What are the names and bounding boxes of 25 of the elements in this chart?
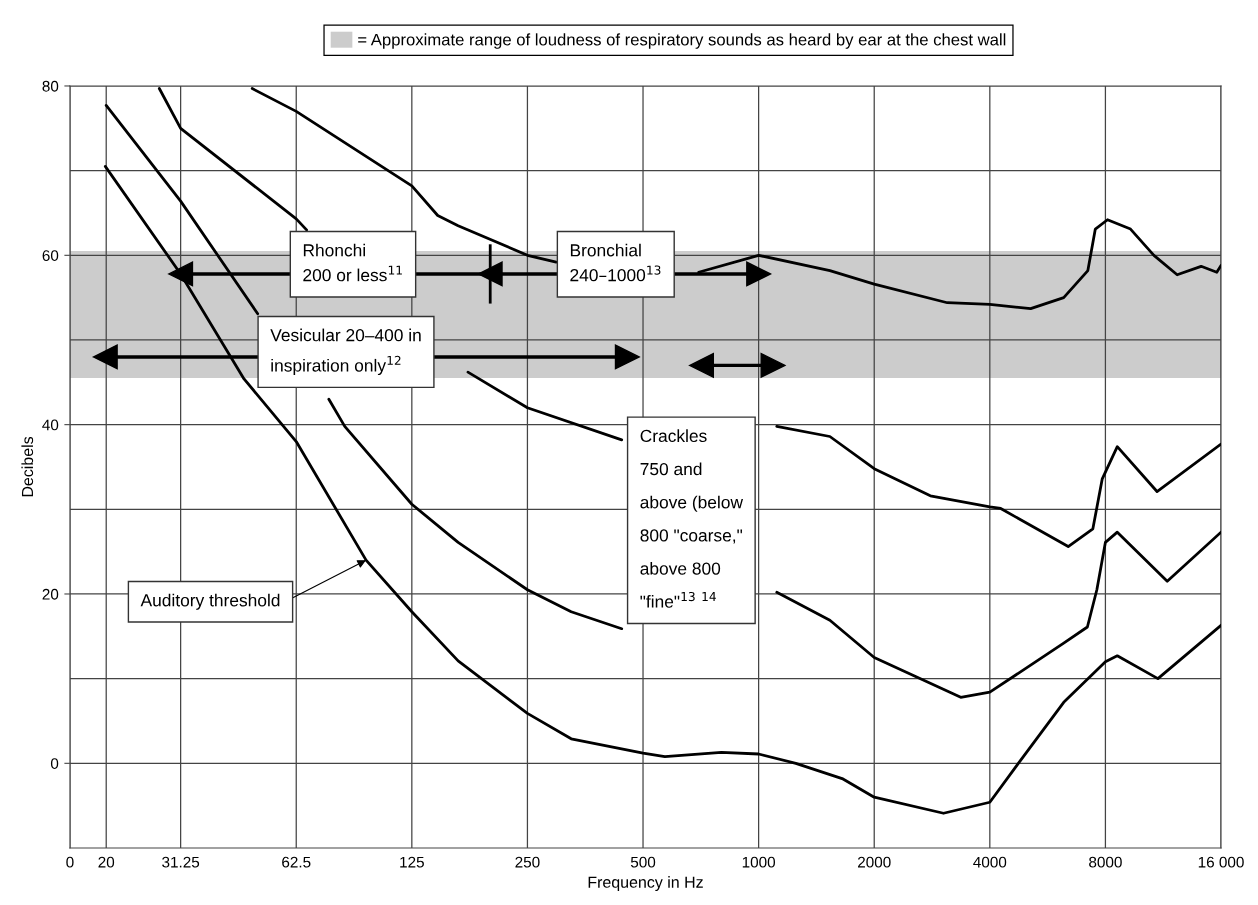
y-tick-label: 80 bbox=[42, 80, 59, 92]
x-axis-title: Frequency in Hz bbox=[588, 876, 703, 891]
y-tick-label: 40 bbox=[42, 419, 59, 431]
x-tick-label: 20 bbox=[98, 856, 115, 868]
x-tick-label: 250 bbox=[515, 856, 540, 868]
y-tick-label: 0 bbox=[50, 758, 59, 769]
annotation: Bronchial 240–1000$^{13}$ bbox=[570, 243, 661, 282]
x-tick-label: 1000 bbox=[742, 856, 776, 868]
x-tick-label: 8000 bbox=[1089, 856, 1122, 868]
y-tick-label: 20 bbox=[42, 588, 59, 600]
annotation: Auditory threshold bbox=[140, 593, 280, 610]
annotation: Vesicular 20–400 in inspiration only$^{12}$ bbox=[270, 328, 421, 376]
x-tick-label: 62.5 bbox=[282, 856, 311, 868]
y-axis-title: Decibels bbox=[21, 436, 34, 497]
y-tick-label: 60 bbox=[42, 250, 59, 261]
annotation: Crackles 750 and above (below 800 "coarse," above 800 "fine"$^{13 14}$ bbox=[640, 429, 744, 608]
x-tick-label: 125 bbox=[400, 856, 424, 868]
annotation: Rhonchi 200 or less$^{11}$ bbox=[303, 243, 402, 282]
x-tick-label: 0 bbox=[66, 856, 74, 868]
legend-label: = Approximate range of loudness of respiratory sounds as heard by ear at the chest wall bbox=[358, 33, 1006, 49]
x-tick-label: 31.25 bbox=[162, 856, 200, 868]
x-tick-label: 16 000 bbox=[1198, 856, 1244, 868]
x-tick-label: 2000 bbox=[858, 856, 891, 868]
x-tick-label: 4000 bbox=[973, 856, 1007, 868]
x-tick-label: 500 bbox=[630, 856, 656, 868]
